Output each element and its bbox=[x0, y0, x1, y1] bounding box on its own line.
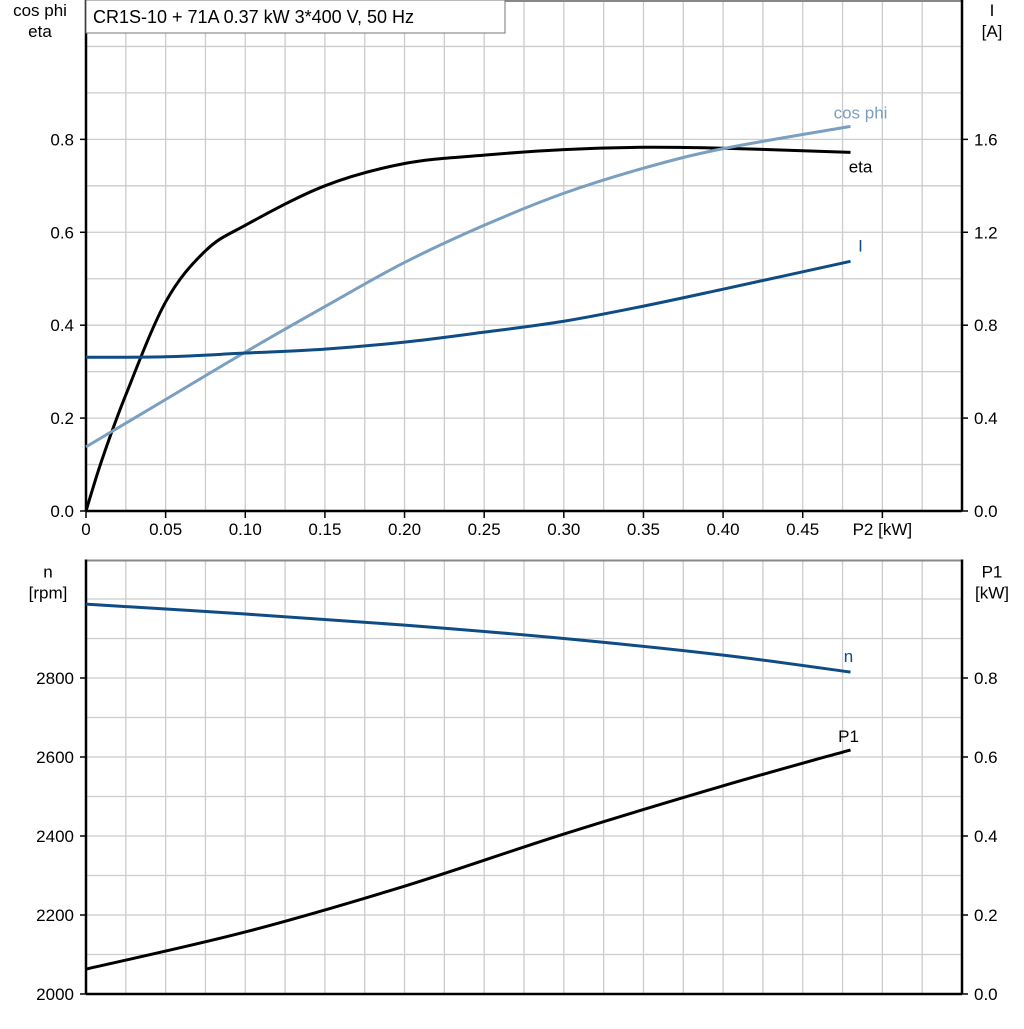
y-axis-label-right: [kW] bbox=[975, 584, 1009, 603]
panel-1: 0.0 0.2 0.4 0.6 0.8 0.0 0.4 0.8 1.2 1.6 cos phi eta… bbox=[13, 0, 1002, 539]
series-label-I: I bbox=[858, 236, 863, 255]
x-tick-label: 0 bbox=[81, 520, 90, 539]
series-label-P1: P1 bbox=[838, 727, 859, 746]
y-tick-label-left: 2400 bbox=[36, 827, 74, 846]
x-tick-label: 0.25 bbox=[468, 520, 501, 539]
y-tick-label-left: 2000 bbox=[36, 985, 74, 1004]
x-tick-label: 0.40 bbox=[707, 520, 740, 539]
x-tick-label: 0.35 bbox=[627, 520, 660, 539]
x-tick-label: 0.30 bbox=[547, 520, 580, 539]
y-axis-label-left: eta bbox=[28, 22, 52, 41]
series-line-I bbox=[85, 259, 851, 359]
series-label-cos-phi: cos phi bbox=[834, 103, 888, 122]
y-axis-label-left: [rpm] bbox=[29, 584, 68, 603]
y-tick-label-right: 0.2 bbox=[974, 906, 998, 925]
x-tick-label: 0.10 bbox=[229, 520, 262, 539]
y-tick-label-right: 0.8 bbox=[974, 316, 998, 335]
y-tick-label-left: 2200 bbox=[36, 906, 74, 925]
y-tick-label-left: 2600 bbox=[36, 748, 74, 767]
x-axis-label: P2 [kW] bbox=[853, 520, 913, 539]
series-line-eta bbox=[84, 145, 851, 512]
y-tick-label-right: 0.4 bbox=[974, 409, 998, 428]
y-axis-label-left: n bbox=[43, 563, 52, 582]
y-tick-label-left: 0.8 bbox=[50, 130, 74, 149]
x-tick-label: 0.05 bbox=[149, 520, 182, 539]
y-axis-label-right: [A] bbox=[982, 22, 1003, 41]
chart-title-box: CR1S-10 + 71A 0.37 kW 3*400 V, 50 Hz bbox=[85, 0, 506, 34]
chart-title: CR1S-10 + 71A 0.37 kW 3*400 V, 50 Hz bbox=[93, 7, 414, 27]
x-tick-label: 0.20 bbox=[388, 520, 421, 539]
y-axis-label-left: cos phi bbox=[13, 1, 67, 20]
x-tick-label: 0.45 bbox=[786, 520, 819, 539]
panel-2: 2000 2200 2400 2600 2800 0.0 0.2 0.4 0.6 0.8 n [rpm… bbox=[29, 559, 1009, 1004]
series-label-eta: eta bbox=[849, 157, 873, 176]
y-tick-label-right: 1.2 bbox=[974, 223, 998, 242]
y-axis-label-right: I bbox=[990, 1, 995, 20]
y-tick-label-right: 0.4 bbox=[974, 827, 998, 846]
y-tick-label-left: 0.2 bbox=[50, 409, 74, 428]
y-tick-label-right: 0.0 bbox=[974, 985, 998, 1004]
series-label-n: n bbox=[844, 647, 853, 666]
y-tick-label-right: 0.8 bbox=[974, 669, 998, 688]
y-tick-label-left: 0.6 bbox=[50, 223, 74, 242]
y-tick-label-left: 2800 bbox=[36, 669, 74, 688]
series-line-cos-phi bbox=[85, 124, 851, 449]
x-tick-label: 0.15 bbox=[308, 520, 341, 539]
y-tick-label-right: 0.0 bbox=[974, 502, 998, 521]
y-tick-label-right: 1.6 bbox=[974, 130, 998, 149]
y-axis-label-right: P1 bbox=[982, 563, 1003, 582]
series-line-P1 bbox=[85, 748, 851, 971]
series-line-n bbox=[85, 602, 851, 674]
y-tick-label-left: 0.0 bbox=[50, 502, 74, 521]
y-tick-label-right: 0.6 bbox=[974, 748, 998, 767]
title-box-frame bbox=[85, 0, 506, 34]
y-tick-label-left: 0.4 bbox=[50, 316, 74, 335]
